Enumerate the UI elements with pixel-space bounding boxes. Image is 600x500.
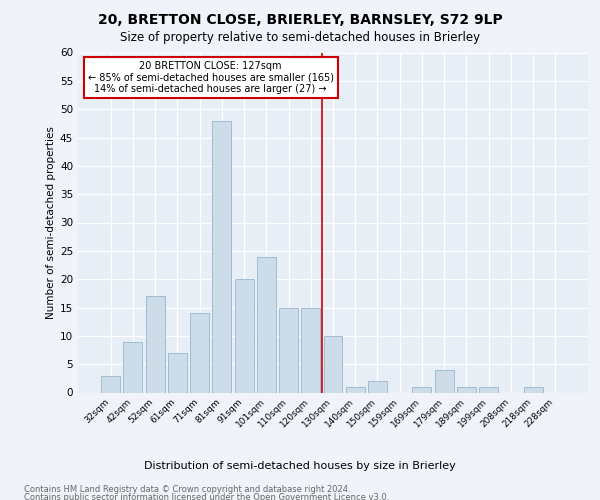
Y-axis label: Number of semi-detached properties: Number of semi-detached properties xyxy=(46,126,56,319)
Bar xyxy=(346,387,365,392)
Bar xyxy=(323,336,343,392)
Text: Distribution of semi-detached houses by size in Brierley: Distribution of semi-detached houses by … xyxy=(144,461,456,471)
Text: 20 BRETTON CLOSE: 127sqm
← 85% of semi-detached houses are smaller (165)
14% of : 20 BRETTON CLOSE: 127sqm ← 85% of semi-d… xyxy=(88,61,334,94)
Bar xyxy=(435,370,454,392)
Bar xyxy=(101,376,120,392)
Bar xyxy=(279,308,298,392)
Bar xyxy=(235,279,254,392)
Text: 20, BRETTON CLOSE, BRIERLEY, BARNSLEY, S72 9LP: 20, BRETTON CLOSE, BRIERLEY, BARNSLEY, S… xyxy=(98,12,502,26)
Bar xyxy=(168,353,187,393)
Bar xyxy=(301,308,320,392)
Bar xyxy=(212,120,231,392)
Bar xyxy=(190,313,209,392)
Text: Contains HM Land Registry data © Crown copyright and database right 2024.: Contains HM Land Registry data © Crown c… xyxy=(24,485,350,494)
Bar xyxy=(124,342,142,392)
Bar xyxy=(412,387,431,392)
Bar xyxy=(257,256,276,392)
Bar xyxy=(524,387,542,392)
Text: Contains public sector information licensed under the Open Government Licence v3: Contains public sector information licen… xyxy=(24,494,389,500)
Bar xyxy=(368,381,387,392)
Bar xyxy=(479,387,498,392)
Bar xyxy=(146,296,164,392)
Text: Size of property relative to semi-detached houses in Brierley: Size of property relative to semi-detach… xyxy=(120,31,480,44)
Bar xyxy=(457,387,476,392)
